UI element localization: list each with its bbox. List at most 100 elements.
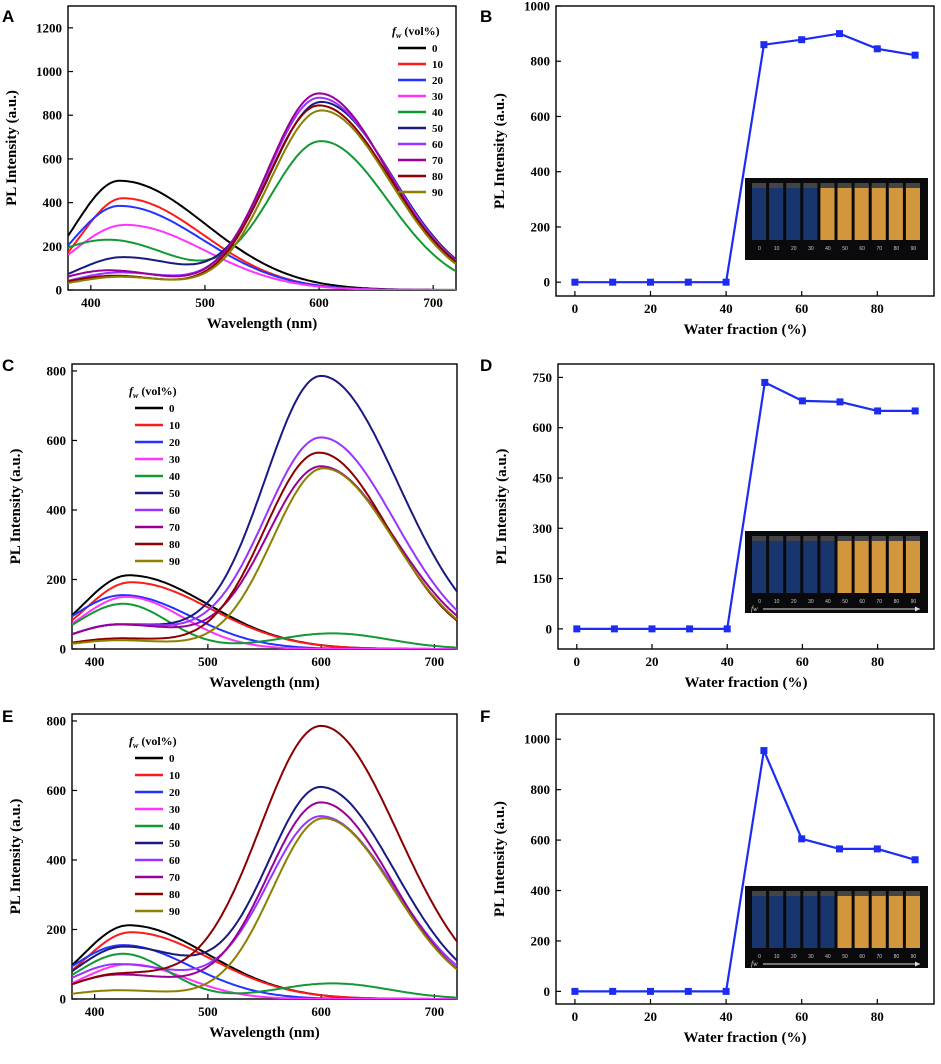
plot-frame	[557, 363, 935, 650]
data-point	[873, 45, 881, 53]
y-tick-label: 150	[533, 571, 553, 586]
vial	[871, 894, 886, 948]
x-tick-label: 0	[572, 301, 579, 316]
series-line-90	[68, 109, 456, 284]
vial-label: 20	[791, 599, 797, 605]
vial-label: 90	[911, 599, 917, 605]
data-point	[647, 987, 654, 995]
x-tick-label: 500	[198, 1004, 218, 1019]
vial-label: 80	[894, 954, 900, 960]
x-tick-label: 40	[721, 654, 734, 669]
vial-cap	[837, 891, 852, 896]
legend-entry: 20	[169, 787, 181, 799]
series-line	[574, 746, 916, 993]
y-tick-label: 450	[533, 471, 553, 486]
x-tick-label: 20	[644, 301, 657, 316]
x-axis-label: Wavelength (nm)	[209, 675, 319, 691]
legend-entry: 20	[432, 75, 444, 87]
vial-label: 40	[825, 954, 831, 960]
y-tick-label: 400	[531, 883, 551, 898]
vial	[752, 186, 767, 240]
fw-label: fw	[751, 605, 758, 613]
vial	[905, 186, 920, 240]
vial-cap	[871, 536, 886, 541]
data-point	[647, 278, 654, 286]
y-tick-label: 300	[533, 521, 553, 536]
x-tick-label: 40	[720, 1009, 733, 1024]
vial	[871, 539, 886, 593]
vial-cap	[752, 183, 767, 188]
data-point	[760, 41, 768, 49]
vial	[786, 894, 801, 948]
panel-label-b: B	[480, 7, 492, 26]
y-tick-label: 200	[43, 239, 63, 254]
vial	[786, 539, 801, 593]
y-tick-label: 800	[43, 108, 63, 123]
data-point	[686, 625, 694, 633]
x-tick-label: 700	[425, 654, 445, 669]
series-line-90	[72, 817, 457, 995]
series-line-20	[72, 944, 457, 999]
vial-cap	[769, 891, 784, 896]
vial	[786, 186, 801, 240]
y-tick-label: 0	[544, 275, 551, 290]
y-tick-label: 0	[544, 984, 551, 999]
series-line-40	[72, 602, 457, 649]
fw-arrowhead	[915, 961, 920, 967]
vial-label: 50	[842, 954, 848, 960]
y-axis-label: PL Intensity (a.u.)	[8, 799, 24, 915]
series-line-80	[72, 724, 457, 986]
legend-entry: 60	[432, 139, 444, 151]
vial	[769, 186, 784, 240]
vial-cap	[752, 536, 767, 541]
y-tick-label: 200	[531, 933, 551, 948]
plot-frame	[71, 713, 458, 1000]
data-point	[610, 625, 618, 633]
data-point	[836, 845, 843, 853]
vial	[888, 894, 903, 948]
vial	[837, 539, 852, 593]
fw-arrowhead	[915, 606, 920, 612]
data-point	[836, 30, 843, 38]
series-line-70	[68, 92, 456, 278]
legend-entry: 30	[169, 804, 181, 816]
data-point	[573, 625, 581, 633]
y-axis-label: PL Intensity (a.u.)	[492, 801, 508, 917]
y-tick-label: 800	[47, 713, 67, 728]
vial-label: 30	[808, 954, 814, 960]
x-tick-label: 400	[85, 654, 105, 669]
vial-cap	[803, 183, 818, 188]
vial-label: 50	[842, 246, 848, 252]
data-point	[836, 398, 844, 406]
vial-label: 90	[911, 954, 917, 960]
vial-label: 60	[859, 246, 865, 252]
vial-label: 90	[911, 246, 917, 252]
plot-frame	[555, 5, 935, 297]
x-tick-label: 700	[423, 295, 443, 310]
data-point	[911, 407, 919, 415]
vial-label: 50	[842, 599, 848, 605]
y-axis-label: PL Intensity (a.u.)	[492, 93, 508, 209]
legend-title-w: w	[133, 391, 139, 400]
data-point	[722, 278, 730, 286]
legend-entry: 90	[169, 556, 181, 568]
vial	[803, 894, 818, 948]
y-tick-label: 0	[60, 642, 67, 657]
legend-entry: 60	[169, 505, 181, 517]
x-tick-label: 600	[311, 1004, 331, 1019]
vial-label: 70	[876, 599, 882, 605]
vial-inset: 0 10 20 30 40 50 60 70 80 90	[745, 178, 928, 260]
y-tick-label: 400	[47, 852, 67, 867]
vial-label: 60	[859, 599, 865, 605]
x-tick-label: 700	[425, 1004, 445, 1019]
series-line	[576, 380, 916, 630]
x-tick-label: 40	[720, 301, 733, 316]
vial-label: 80	[894, 246, 900, 252]
legend-title: fw (vol%)	[129, 734, 177, 750]
vial	[803, 186, 818, 240]
y-axis-label: PL Intensity (a.u.)	[4, 90, 20, 206]
vial	[752, 539, 767, 593]
data-point	[798, 835, 806, 843]
x-tick-label: 60	[796, 654, 809, 669]
